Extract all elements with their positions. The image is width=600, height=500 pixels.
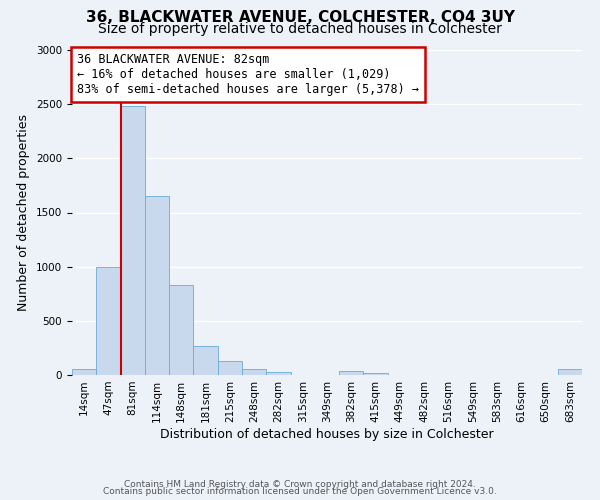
Bar [96, 266, 121, 375]
Bar [266, 372, 290, 375]
Text: Contains public sector information licensed under the Open Government Licence v3: Contains public sector information licen… [103, 488, 497, 496]
Text: Size of property relative to detached houses in Colchester: Size of property relative to detached ho… [98, 22, 502, 36]
Text: 36 BLACKWATER AVENUE: 82sqm
← 16% of detached houses are smaller (1,029)
83% of : 36 BLACKWATER AVENUE: 82sqm ← 16% of det… [77, 53, 419, 96]
Bar [364, 374, 388, 375]
Bar [169, 285, 193, 375]
Bar [145, 196, 169, 375]
Text: 36, BLACKWATER AVENUE, COLCHESTER, CO4 3UY: 36, BLACKWATER AVENUE, COLCHESTER, CO4 3… [86, 10, 515, 25]
Text: Contains HM Land Registry data © Crown copyright and database right 2024.: Contains HM Land Registry data © Crown c… [124, 480, 476, 489]
Bar [121, 106, 145, 375]
Bar [242, 369, 266, 375]
Bar [339, 370, 364, 375]
Bar [193, 346, 218, 375]
Y-axis label: Number of detached properties: Number of detached properties [17, 114, 31, 311]
Bar [218, 362, 242, 375]
Bar [558, 369, 582, 375]
X-axis label: Distribution of detached houses by size in Colchester: Distribution of detached houses by size … [160, 428, 494, 440]
Bar [72, 369, 96, 375]
